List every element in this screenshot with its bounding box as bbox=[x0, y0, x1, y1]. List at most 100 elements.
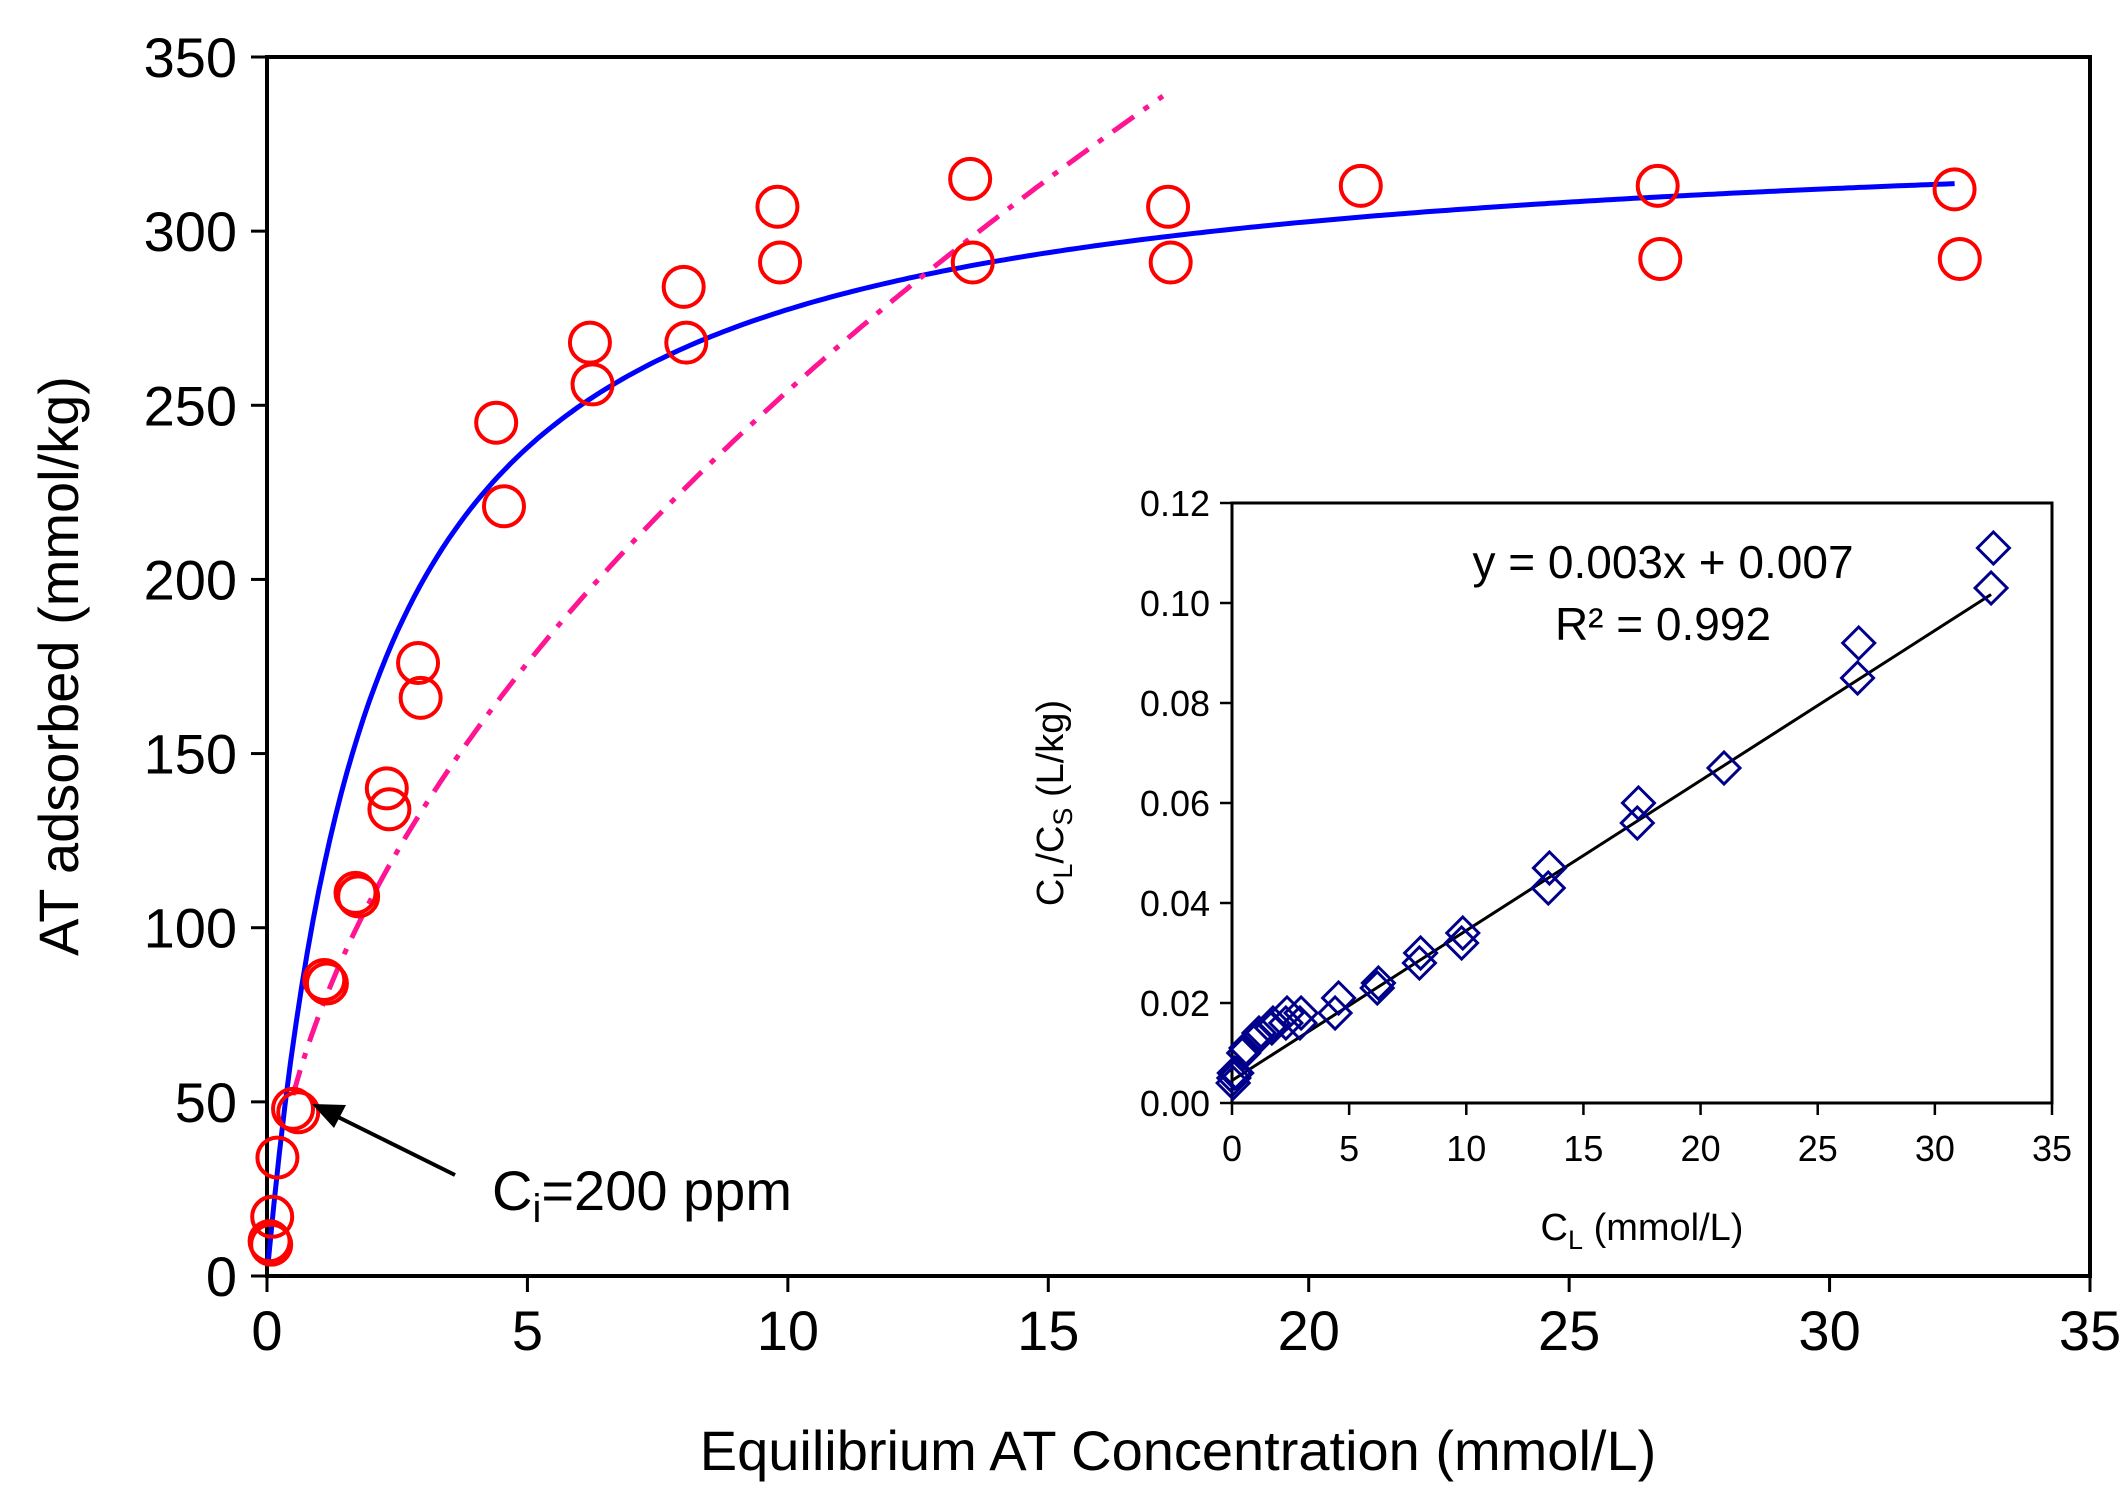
inset-point bbox=[1320, 979, 1357, 1017]
annotation-label: Ci=200 ppm bbox=[492, 1159, 792, 1231]
inset-y-tick-label: 0.02 bbox=[1140, 983, 1210, 1024]
annotation-label-rest: =200 ppm bbox=[541, 1159, 792, 1222]
inset-y-label-sub2: S bbox=[1048, 808, 1078, 826]
inset-point bbox=[1530, 869, 1567, 907]
inset-point bbox=[1360, 964, 1397, 1002]
inset-point bbox=[1531, 849, 1568, 887]
observed-point bbox=[398, 675, 443, 720]
observed-point bbox=[481, 484, 526, 529]
main-y-tick-label: 150 bbox=[144, 723, 237, 786]
inset-point bbox=[1620, 784, 1657, 822]
observed-point bbox=[271, 1086, 316, 1131]
main-y-axis-label: AT adsorbed (mmol/kg) bbox=[27, 376, 90, 956]
observed-point bbox=[755, 184, 800, 229]
inset-point bbox=[1227, 1029, 1265, 1067]
main-x-tick-label: 20 bbox=[1278, 1299, 1340, 1362]
inset-point bbox=[1705, 749, 1743, 787]
inset-y-tick-label: 0.04 bbox=[1140, 883, 1210, 924]
main-x-tick-label: 35 bbox=[2059, 1299, 2121, 1362]
observed-point bbox=[950, 240, 995, 285]
inset-y-ticks: 0.00 0.02 0.04 0.06 0.08 0.10 0.12 bbox=[1140, 483, 1232, 1124]
inset-chart: 0 5 10 15 20 25 30 35 0.000.020.040.060.080.100… bbox=[1030, 483, 2072, 1255]
main-x-axis-label: Equilibrium AT Concentration (mmol/L) bbox=[700, 1419, 1657, 1482]
inset-x-label-sub: L bbox=[1568, 1225, 1583, 1255]
inset-x-ticks: 0 5 10 15 20 25 30 35 bbox=[1222, 1103, 2072, 1169]
main-x-ticks: 0 5 10 15 20 25 30 35 bbox=[251, 1276, 2121, 1362]
main-y-tick-label: 250 bbox=[144, 374, 237, 437]
inset-point bbox=[1975, 529, 2012, 567]
inset-x-tick-label: 5 bbox=[1339, 1128, 1359, 1169]
main-y-ticks: 0 50 100 150 200 250 300 350 bbox=[144, 26, 267, 1308]
annotation-label-sub: i bbox=[532, 1187, 541, 1231]
observed-point bbox=[661, 264, 706, 309]
inset-plot-frame bbox=[1230, 501, 2054, 1105]
main-x-tick-label: 25 bbox=[1538, 1299, 1600, 1362]
observed-point bbox=[1338, 163, 1383, 208]
observed-point bbox=[302, 957, 347, 1002]
main-y-tick-label: 50 bbox=[175, 1071, 237, 1134]
observed-point bbox=[249, 1222, 294, 1267]
inset-point bbox=[1282, 994, 1320, 1032]
inset-x-tick-label: 15 bbox=[1563, 1128, 1603, 1169]
observed-point bbox=[276, 1090, 321, 1135]
inset-point bbox=[1254, 1004, 1292, 1042]
observed-point bbox=[1635, 163, 1680, 208]
main-plot-frame bbox=[265, 55, 2092, 1278]
inset-point bbox=[1619, 804, 1656, 842]
freundlich-fit-curve bbox=[290, 94, 1165, 1096]
main-x-tick-label: 15 bbox=[1017, 1299, 1079, 1362]
observed-point bbox=[567, 320, 612, 365]
inset-y-axis-label: CL/CS (L/kg) bbox=[1030, 700, 1078, 906]
observed-point bbox=[758, 240, 803, 285]
inset-y-label-sub1: L bbox=[1048, 864, 1078, 879]
inset-point bbox=[1972, 569, 2010, 607]
observed-point bbox=[364, 766, 409, 811]
annotation-arrow-head bbox=[312, 1104, 346, 1128]
observed-point bbox=[250, 1194, 295, 1239]
main-x-tick-label: 0 bbox=[251, 1299, 282, 1362]
inset-point bbox=[1218, 1054, 1255, 1092]
inset-y-label-main: C bbox=[1030, 879, 1072, 906]
observed-point bbox=[367, 787, 412, 832]
inset-point bbox=[1444, 914, 1481, 952]
observed-point bbox=[1937, 237, 1982, 282]
observed-point bbox=[1638, 237, 1683, 282]
main-y-tick-label: 100 bbox=[144, 897, 237, 960]
inset-point bbox=[1215, 1059, 1252, 1097]
inset-x-tick-label: 10 bbox=[1446, 1128, 1486, 1169]
main-y-tick-label: 0 bbox=[206, 1245, 237, 1308]
inset-point bbox=[1240, 1014, 1278, 1052]
inset-x-tick-label: 0 bbox=[1222, 1128, 1242, 1169]
inset-r-squared: R² = 0.992 bbox=[1555, 598, 1771, 650]
main-y-tick-label: 350 bbox=[144, 26, 237, 89]
inset-x-label-main: C bbox=[1541, 1207, 1568, 1249]
annotation-arrow-line bbox=[337, 1115, 456, 1177]
inset-linearized-points bbox=[1215, 529, 2012, 1102]
inset-x-tick-label: 30 bbox=[1915, 1128, 1955, 1169]
observed-point bbox=[474, 400, 519, 445]
inset-y-tick-label: 0.08 bbox=[1140, 683, 1210, 724]
observed-point bbox=[948, 156, 993, 201]
inset-equation: y = 0.003x + 0.007 bbox=[1472, 536, 1853, 588]
observed-point bbox=[1146, 184, 1191, 229]
observed-point bbox=[255, 1135, 300, 1180]
inset-x-tick-label: 25 bbox=[1798, 1128, 1838, 1169]
inset-point bbox=[1839, 659, 1876, 697]
inset-x-axis-label: CL (mmol/L) bbox=[1541, 1207, 1744, 1255]
inset-x-label-rest: (mmol/L) bbox=[1583, 1207, 1743, 1249]
inset-y-tick-label: 0.12 bbox=[1140, 483, 1210, 524]
main-x-tick-label: 5 bbox=[512, 1299, 543, 1362]
inset-x-tick-label: 20 bbox=[1681, 1128, 1721, 1169]
observed-points bbox=[247, 156, 1982, 1267]
inset-point bbox=[1225, 1034, 1262, 1072]
observed-point bbox=[1148, 240, 1193, 285]
inset-point bbox=[1840, 624, 1877, 662]
observed-point bbox=[570, 362, 615, 407]
observed-point bbox=[304, 961, 349, 1006]
inset-point bbox=[1359, 969, 1396, 1007]
observed-point bbox=[1932, 167, 1977, 212]
inset-y-tick-label: 0.06 bbox=[1140, 783, 1210, 824]
observed-point bbox=[396, 641, 441, 686]
